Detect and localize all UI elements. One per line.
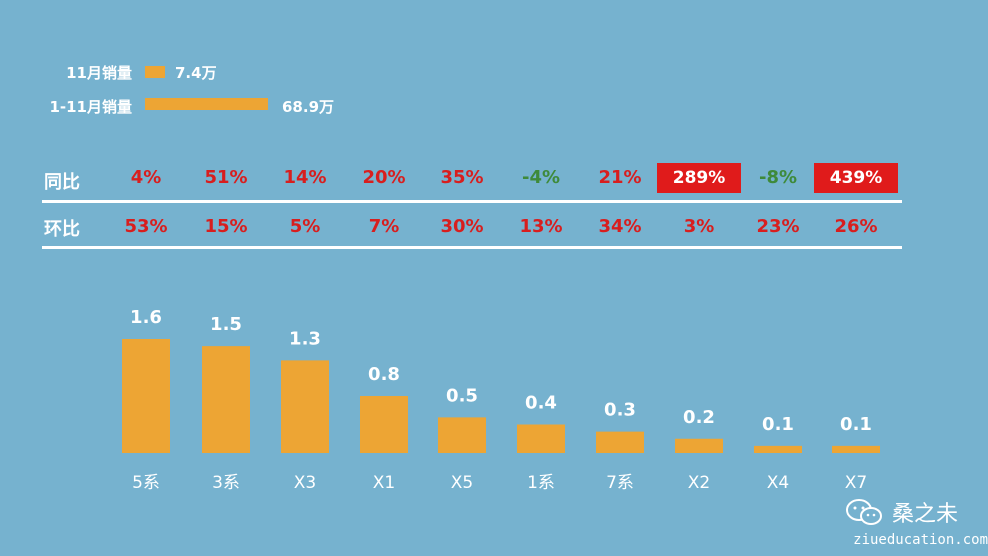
bar-value-label: 0.3 — [604, 400, 636, 421]
legend-ytd-bar — [145, 98, 268, 110]
bar-value-label: 1.5 — [210, 314, 242, 335]
bar-X2 — [675, 438, 723, 453]
legend-ytd-value: 68.9万 — [282, 98, 335, 116]
yoy-cell: 35% — [440, 167, 484, 188]
mom-cell: 7% — [368, 216, 400, 237]
mom-cell: 23% — [756, 216, 800, 237]
mom-cell: 34% — [598, 216, 642, 237]
mom-cell: 53% — [124, 216, 168, 237]
legend-monthly-value: 7.4万 — [175, 64, 217, 82]
mom-cell: 15% — [204, 216, 248, 237]
yoy-cell: 51% — [204, 167, 248, 188]
wechat-icon — [845, 499, 882, 525]
legend-ytd-label: 1-11月销量 — [49, 98, 132, 116]
category-label: X5 — [451, 473, 473, 493]
yoy-cell: 4% — [130, 167, 162, 188]
category-label: X4 — [767, 473, 789, 493]
bar-value-label: 0.5 — [446, 385, 478, 406]
bar-1系 — [517, 424, 565, 453]
bar-value-label: 0.1 — [840, 414, 872, 435]
category-label: X3 — [294, 473, 316, 493]
yoy-cell: 289% — [657, 163, 741, 193]
mom-cell: 5% — [289, 216, 321, 237]
legend-monthly-label: 11月销量 — [66, 64, 132, 82]
mom-cell: 13% — [519, 216, 563, 237]
divider-bottom — [42, 246, 902, 249]
yoy-row-label: 同比 — [44, 172, 80, 193]
yoy-cell: 20% — [362, 167, 406, 188]
bar-X3 — [281, 360, 329, 453]
yoy-cell: -4% — [521, 167, 561, 188]
category-label: X7 — [845, 473, 867, 493]
watermark: 桑之未 — [844, 496, 958, 528]
yoy-cell: 439% — [814, 163, 898, 193]
bar-value-label: 1.6 — [130, 307, 162, 328]
bar-value-label: 1.3 — [289, 328, 321, 349]
bar-value-label: 0.4 — [525, 393, 557, 414]
watermark-brand: 桑之未 — [891, 502, 958, 527]
category-label: 7系 — [606, 473, 634, 493]
bar-value-label: 0.2 — [683, 407, 715, 428]
mom-cell: 3% — [683, 216, 715, 237]
bar-X7 — [832, 445, 880, 453]
bar-value-label: 0.1 — [762, 414, 794, 435]
bar-5系 — [122, 339, 170, 453]
bar-value-label: 0.8 — [368, 364, 400, 385]
mom-cell: 30% — [440, 216, 484, 237]
bar-3系 — [202, 346, 250, 453]
yoy-cell: 21% — [598, 167, 642, 188]
category-label: 3系 — [212, 473, 240, 493]
bar-X5 — [438, 417, 486, 453]
category-label: X2 — [688, 473, 710, 493]
category-label: 1系 — [527, 473, 555, 493]
bar-X1 — [360, 396, 408, 453]
watermark-site: ziueducation.com — [853, 532, 988, 548]
bar-X4 — [754, 445, 802, 453]
divider-top — [42, 200, 902, 203]
bar-7系 — [596, 431, 644, 453]
legend-monthly-bar — [145, 66, 165, 78]
category-label: X1 — [373, 473, 395, 493]
category-label: 5系 — [132, 473, 160, 493]
yoy-cell: 14% — [283, 167, 327, 188]
mom-cell: 26% — [834, 216, 878, 237]
yoy-cell: -8% — [758, 167, 798, 188]
mom-row-label: 环比 — [44, 219, 80, 240]
